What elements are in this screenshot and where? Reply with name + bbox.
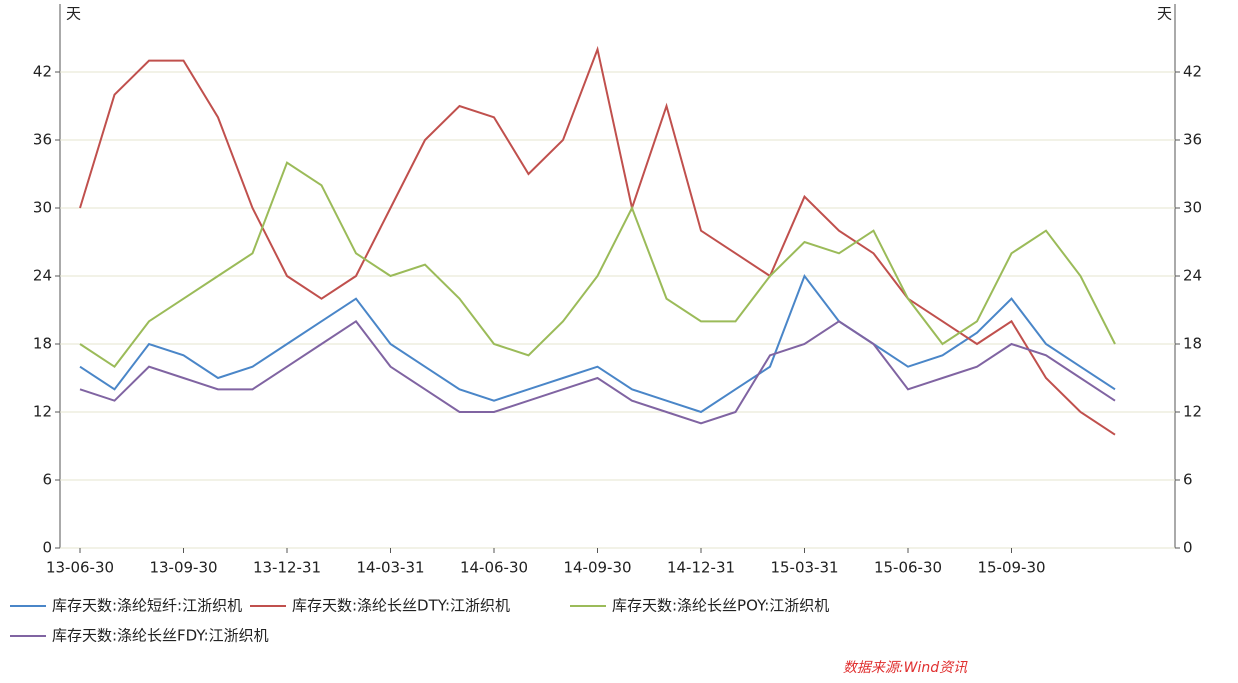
x-tick-label: 14-06-30 <box>460 559 528 577</box>
y2-tick-label: 0 <box>1183 539 1193 557</box>
y2-tick-label: 24 <box>1183 267 1202 285</box>
series-line <box>80 163 1115 367</box>
y-tick-label: 6 <box>42 471 52 489</box>
y2-tick-label: 6 <box>1183 471 1193 489</box>
y-axis-label: 天 <box>66 5 81 23</box>
series-line <box>80 49 1115 434</box>
y-tick-label: 12 <box>33 403 52 421</box>
y-tick-label: 36 <box>33 131 52 149</box>
legend-label: 库存天数:涤纶短纤:江浙织机 <box>52 597 242 615</box>
x-tick-label: 15-06-30 <box>874 559 942 577</box>
y2-tick-label: 36 <box>1183 131 1202 149</box>
x-tick-label: 14-03-31 <box>356 559 424 577</box>
x-tick-label: 14-09-30 <box>563 559 631 577</box>
y2-tick-label: 12 <box>1183 403 1202 421</box>
x-tick-label: 13-09-30 <box>149 559 217 577</box>
x-tick-label: 13-06-30 <box>46 559 114 577</box>
y-tick-label: 30 <box>33 199 52 217</box>
legend-label: 库存天数:涤纶长丝FDY:江浙织机 <box>52 627 269 645</box>
legend-label: 库存天数:涤纶长丝POY:江浙织机 <box>612 597 829 615</box>
y2-axis-label: 天 <box>1157 5 1172 23</box>
source-note: 数据来源:Wind资讯 <box>843 660 968 676</box>
y2-tick-label: 18 <box>1183 335 1202 353</box>
y-tick-label: 18 <box>33 335 52 353</box>
x-tick-label: 13-12-31 <box>253 559 321 577</box>
x-tick-label: 15-09-30 <box>977 559 1045 577</box>
y-tick-label: 42 <box>33 63 52 81</box>
x-tick-label: 14-12-31 <box>667 559 735 577</box>
chart: 天 天 数据来源:Wind资讯 0 0 6 6 12 12 18 18 24 24 30 30 36 36… <box>0 0 1238 679</box>
y-tick-label: 24 <box>33 267 52 285</box>
y-tick-label: 0 <box>42 539 52 557</box>
y2-tick-label: 42 <box>1183 63 1202 81</box>
legend-label: 库存天数:涤纶长丝DTY:江浙织机 <box>292 597 510 615</box>
x-tick-label: 15-03-31 <box>770 559 838 577</box>
y2-tick-label: 30 <box>1183 199 1202 217</box>
